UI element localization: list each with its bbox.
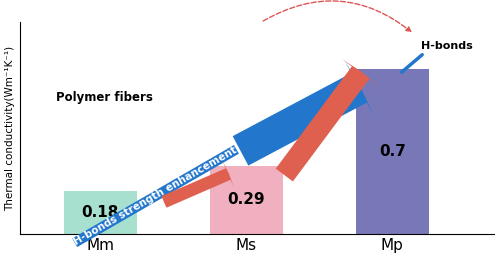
Bar (64, 191, 136, 234)
Text: 0.29: 0.29 (228, 192, 265, 207)
Text: H-bonds: H-bonds (422, 41, 473, 51)
Text: 0.18: 0.18 (82, 205, 118, 220)
Bar (356, 69, 428, 234)
Text: 0.7: 0.7 (379, 144, 406, 159)
Bar (210, 166, 282, 234)
Y-axis label: Thermal conductivity(Wm⁻¹K⁻¹): Thermal conductivity(Wm⁻¹K⁻¹) (6, 45, 16, 211)
Text: H-bonds strength enhancement: H-bonds strength enhancement (72, 60, 374, 247)
Text: Polymer fibers: Polymer fibers (56, 91, 153, 104)
